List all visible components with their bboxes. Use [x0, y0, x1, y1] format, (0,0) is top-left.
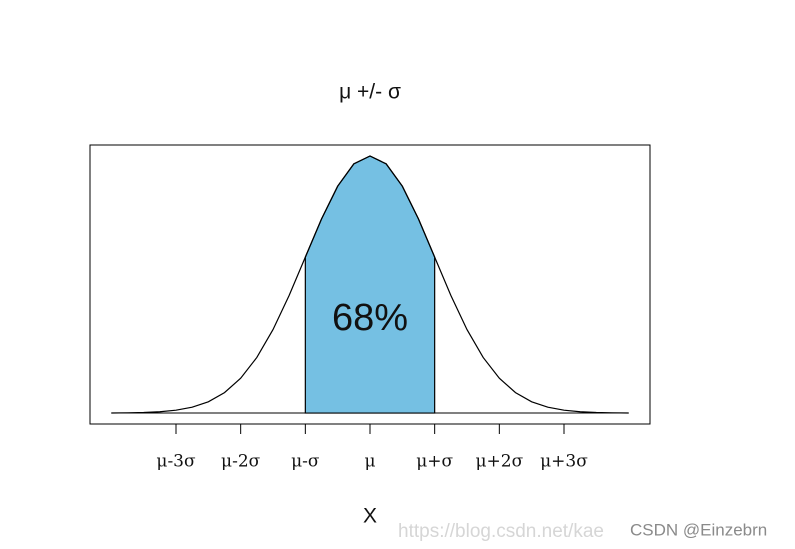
x-axis-label: X — [363, 505, 377, 528]
x-tick-label: μ+σ — [416, 452, 453, 472]
x-tick-label: μ+3σ — [540, 452, 588, 472]
x-tick-label: μ-3σ — [156, 452, 196, 472]
x-tick-label: μ — [364, 452, 375, 472]
density-curve — [111, 155, 629, 414]
chart-title: μ +/- σ — [339, 81, 401, 104]
x-tick-label: μ-2σ — [221, 452, 261, 472]
watermark-author: CSDN @Einzebrn — [630, 520, 767, 539]
x-tick-label: μ-σ — [291, 452, 320, 472]
x-tick-label: μ+2σ — [475, 452, 523, 472]
watermark-url: https://blog.csdn.net/kae — [398, 521, 604, 542]
annotation: 68% — [332, 297, 408, 339]
